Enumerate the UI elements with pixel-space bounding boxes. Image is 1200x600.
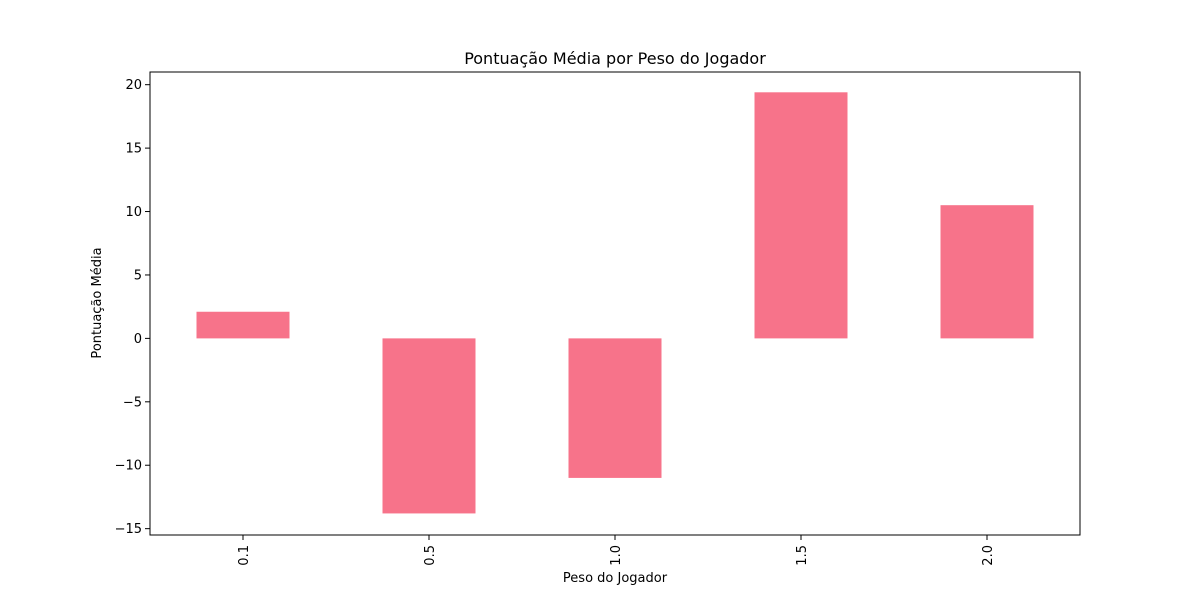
y-tick-label: 5 (134, 268, 142, 283)
bar-0.1 (196, 311, 290, 339)
bars-group (196, 92, 1034, 514)
x-axis-label: Peso do Jogador (563, 571, 668, 586)
bar-1.5 (754, 92, 848, 339)
y-tick-label: 15 (125, 142, 142, 157)
y-tick-label: 20 (125, 78, 142, 93)
y-tick-label: −5 (123, 395, 142, 410)
x-tick-label: 1.5 (795, 545, 810, 566)
y-tick-label: 10 (125, 205, 142, 220)
y-axis-label: Pontuação Média (90, 247, 105, 358)
chart-title: Pontuação Média por Peso do Jogador (464, 49, 766, 68)
y-tick-label: −15 (115, 522, 142, 537)
x-tick-label: 0.1 (237, 545, 252, 566)
bar-1.0 (568, 338, 662, 478)
x-tick-label: 0.5 (423, 545, 438, 566)
y-tick-label: −10 (115, 459, 142, 474)
y-axis-ticks: 20 15 10 5 0 −5 −10 −15 (115, 78, 150, 537)
x-axis-ticks: 0.1 0.5 1.0 1.5 2.0 (237, 535, 996, 566)
y-tick-label: 0 (134, 332, 142, 347)
bar-0.5 (382, 338, 476, 514)
x-tick-label: 2.0 (981, 545, 996, 566)
plot-frame (149, 71, 1081, 536)
bar-2.0 (940, 205, 1034, 339)
x-tick-label: 1.0 (609, 545, 624, 566)
